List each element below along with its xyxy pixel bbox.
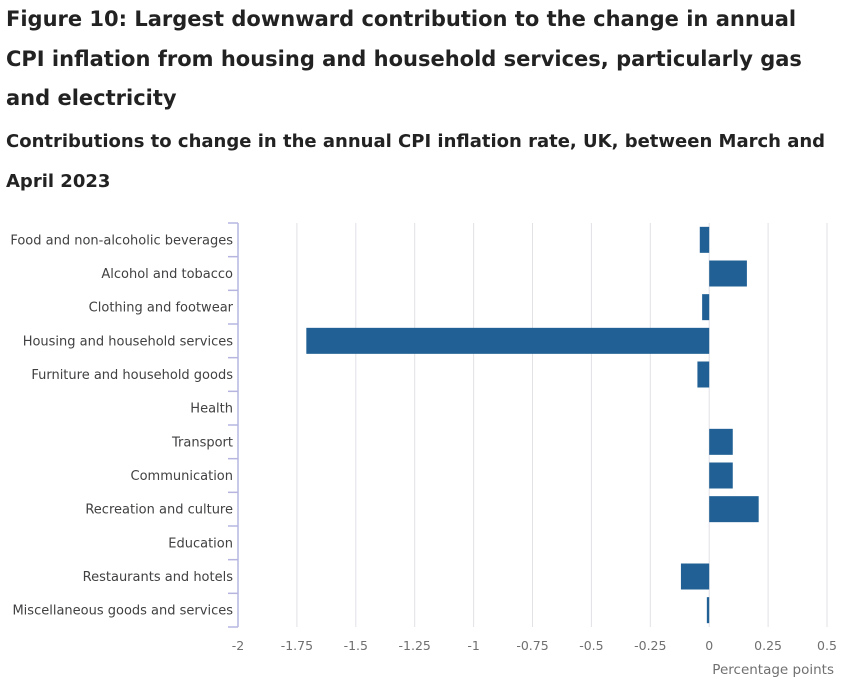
x-tick-label: -1 [467,638,479,653]
bar [706,597,710,624]
category-label: Alcohol and tobacco [101,267,233,282]
bar [680,563,710,590]
x-tick-label: -0.5 [579,638,603,653]
category-label: Food and non-alcoholic beverages [10,233,233,248]
category-label: Housing and household services [23,334,234,349]
x-tick-label: 0.25 [754,638,782,653]
category-axis [228,222,239,628]
category-label: Transport [171,435,233,450]
x-tick-label: -2 [232,638,244,653]
bar [702,294,710,321]
chart-subtitle: Contributions to change in the annual CP… [6,131,826,192]
x-tick-labels: -2 -1.75 -1.5 -1.25 -1 -0.75 -0.5 -0.25 0 0.25 0.5 [232,638,837,653]
category-label: Health [190,402,233,417]
x-tick-label: 0 [705,638,713,653]
category-label: Furniture and household goods [31,368,233,383]
bar [699,226,710,253]
category-label: Education [168,536,233,551]
bar [709,462,733,489]
x-tick-label: -0.75 [516,638,548,653]
category-label: Recreation and culture [85,503,233,518]
bars [306,226,759,624]
x-tick-label: 0.5 [817,638,837,653]
x-tick-label: -0.25 [634,638,666,653]
x-tick-label: -1.25 [399,638,431,653]
figure-title: Figure 10: Largest downward contribution… [6,7,802,110]
category-labels: Food and non-alcoholic beverages Alcohol … [10,233,233,618]
category-label: Communication [131,469,233,484]
category-label: Miscellaneous goods and services [12,604,233,619]
x-axis-title: Percentage points [712,662,834,678]
x-tick-label: -1.75 [281,638,313,653]
bar [709,260,747,287]
bar [709,496,759,523]
bar [709,428,733,455]
category-label: Restaurants and hotels [83,570,234,585]
bar [306,327,710,354]
category-label: Clothing and footwear [89,301,234,316]
x-tick-label: -1.5 [344,638,368,653]
bar [697,361,710,388]
